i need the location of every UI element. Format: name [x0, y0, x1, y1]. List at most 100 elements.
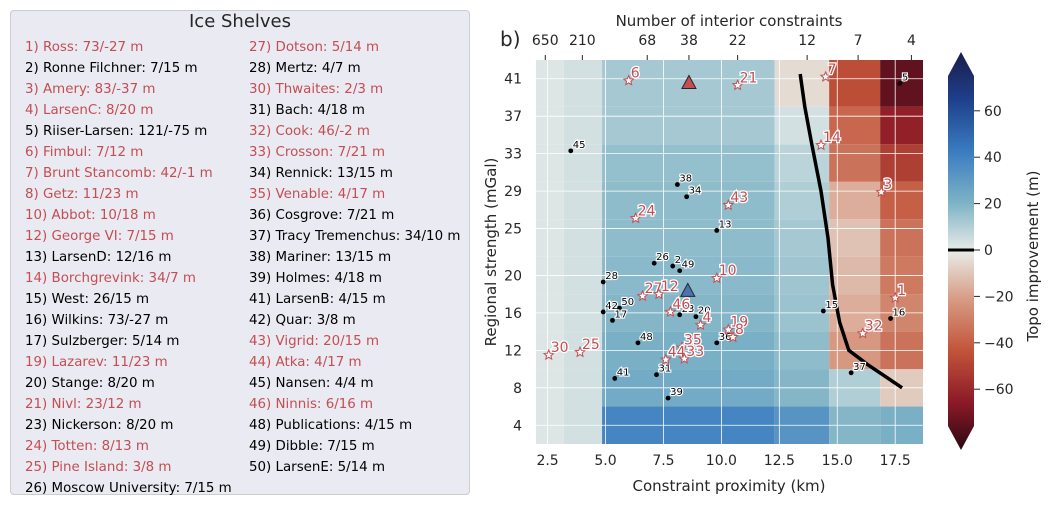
legend-entry: 36) Cosgrove: 7/21 m: [249, 208, 395, 223]
heatmap-cell: [536, 181, 564, 220]
star-marker: [678, 352, 691, 364]
dot-label: 39: [670, 387, 683, 398]
constraint-dot: [714, 340, 720, 346]
star-label: 3: [883, 177, 892, 193]
triangle-marker: [679, 282, 696, 297]
dot-label: 17: [614, 309, 627, 320]
star-marker: [675, 341, 688, 353]
dot-label: 38: [679, 174, 692, 185]
x-tick-label: 5.0: [594, 453, 616, 469]
legend-entry: 30) Thwaites: 2/3 m: [249, 82, 384, 97]
legend-entry: 34) Rennick: 13/15 m: [249, 166, 393, 181]
zero-contour: [798, 73, 904, 390]
star-label: 6: [631, 66, 640, 82]
star-marker: [659, 353, 672, 365]
legend-entry: 20) Stange: 8/20 m: [25, 376, 155, 391]
dot-label: 20: [698, 306, 711, 317]
x-tick-label: 17.5: [880, 453, 911, 469]
star-marker: [694, 318, 707, 331]
y-tick-label: 20: [504, 268, 522, 284]
dot-label: 41: [617, 367, 630, 378]
dot-label: 34: [689, 186, 702, 197]
y-tick-label: 41: [504, 72, 522, 88]
star-marker: [722, 323, 735, 335]
star-marker: [722, 198, 735, 211]
grid-lines: [536, 60, 923, 444]
legend-entry: 6) Fimbul: 7/12 m: [25, 145, 144, 160]
star-marker: [710, 271, 723, 284]
heatmap-cell: [829, 144, 881, 182]
constraint-dot: [665, 395, 671, 401]
legend-box: Ice Shelves 1) Ross: 73/-27 m 2) Ronne Fi…: [10, 10, 470, 496]
dot-label: 28: [605, 271, 618, 282]
constraint-dot: [670, 263, 676, 269]
legend-entry: 10) Abbot: 10/18 m: [25, 208, 156, 223]
legend-entry: 19) Lazarev: 11/23 m: [25, 355, 168, 370]
legend-entry: 26) Moscow University: 7/15 m: [25, 481, 232, 496]
y-axis-title: Regional strength (mGal): [482, 158, 500, 347]
legend-entry: 35) Venable: 4/17 m: [249, 187, 386, 202]
dot-label: 23: [682, 304, 695, 315]
heatmap-cell: [563, 181, 603, 220]
y-tick-label: 29: [504, 184, 522, 200]
dot-label: 15: [825, 300, 838, 311]
legend-entry: 42) Quar: 3/8 m: [249, 313, 356, 328]
constraint-dot: [617, 305, 622, 311]
panel-label: b): [500, 27, 521, 51]
colorbar-tick-label: 0: [984, 243, 993, 259]
star-label: 19: [730, 315, 748, 331]
colorbar-tick-label: 60: [984, 104, 1002, 120]
top-tick-label: 7: [854, 33, 863, 49]
star-marker: [731, 78, 744, 91]
dot-label: 37: [853, 362, 866, 373]
top-tick-label: 210: [569, 33, 596, 49]
heatmap-cells: [536, 60, 923, 444]
star-label: 4: [703, 310, 712, 326]
heatmap-cell: [829, 181, 881, 220]
heatmap-cell: [880, 219, 923, 257]
heatmap-cell: [536, 60, 564, 107]
star-label: 43: [730, 190, 748, 206]
legend-entry: 2) Ronne Filchner: 7/15 m: [25, 61, 198, 76]
constraint-dot: [612, 376, 618, 381]
heatmap-cell: [829, 219, 881, 257]
legend-entry: 12) George VI: 7/15 m: [25, 229, 174, 244]
axes: 2.5 5.0 7.5 10.0 12.5 15.0 17.5481216202529333…: [504, 33, 916, 469]
x-tick-label: 2.5: [536, 453, 558, 469]
legend-entry: 31) Bach: 4/18 m: [249, 103, 365, 118]
legend-entry: 27) Dotson: 5/14 m: [249, 40, 380, 55]
legend-entry: 32) Cook: 46/-2 m: [249, 124, 370, 139]
heatmap-cell: [602, 144, 775, 182]
legend-column-left: 1) Ross: 73/-27 m 2) Ronne Filchner: 7/15…: [25, 37, 232, 499]
colorbar-tick-label: −20: [984, 289, 1014, 305]
dot-label: 16: [893, 307, 906, 318]
colorbar-tick-label: 20: [984, 197, 1002, 213]
star-marker: [664, 305, 677, 318]
legend-column-right: 27) Dotson: 5/14 m 28) Mertz: 4/7 m 30) Th…: [249, 37, 460, 478]
dot-label: 31: [659, 364, 672, 375]
star-label: 1: [897, 283, 906, 299]
legend-entry: 21) Nivl: 23/12 m: [25, 397, 142, 412]
dot-label: 26: [656, 252, 669, 263]
legend-entry: 5) Riiser-Larsen: 121/-75 m: [25, 124, 208, 139]
legend-entry: 4) LarsenC: 8/20 m: [25, 103, 154, 118]
constraint-dot: [610, 317, 615, 323]
constraint-dot: [677, 268, 683, 274]
top-axis-title: Number of interior constraints: [616, 12, 843, 30]
legend-entry: 23) Nickerson: 8/20 m: [25, 418, 174, 433]
heatmap-cell: [563, 219, 603, 257]
top-tick-label: 38: [680, 33, 698, 49]
legend-entry: 7) Brunt Stancomb: 42/-1 m: [25, 166, 213, 181]
star-label: 14: [823, 130, 841, 146]
star-label: 46: [672, 297, 690, 313]
colorbar-title: Topo improvement (m): [1024, 171, 1042, 343]
star-marker: [622, 74, 635, 86]
legend-entry: 44) Atka: 4/17 m: [249, 355, 362, 370]
heatmap-cell: [774, 106, 830, 145]
legend-entry: 25) Pine Island: 3/8 m: [25, 460, 172, 475]
heatmap-cell: [880, 181, 923, 220]
constraint-dot: [677, 312, 683, 318]
heatmap-cell: [563, 60, 603, 107]
